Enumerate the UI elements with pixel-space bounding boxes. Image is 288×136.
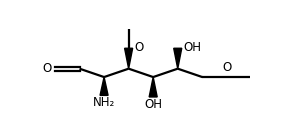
- Polygon shape: [100, 77, 108, 95]
- Text: OH: OH: [144, 98, 162, 111]
- Text: O: O: [42, 62, 52, 75]
- Polygon shape: [125, 48, 133, 69]
- Polygon shape: [149, 77, 157, 97]
- Text: NH₂: NH₂: [93, 96, 115, 109]
- Text: O: O: [134, 41, 143, 54]
- Text: O: O: [222, 61, 232, 74]
- Polygon shape: [174, 48, 182, 69]
- Text: OH: OH: [183, 41, 201, 54]
